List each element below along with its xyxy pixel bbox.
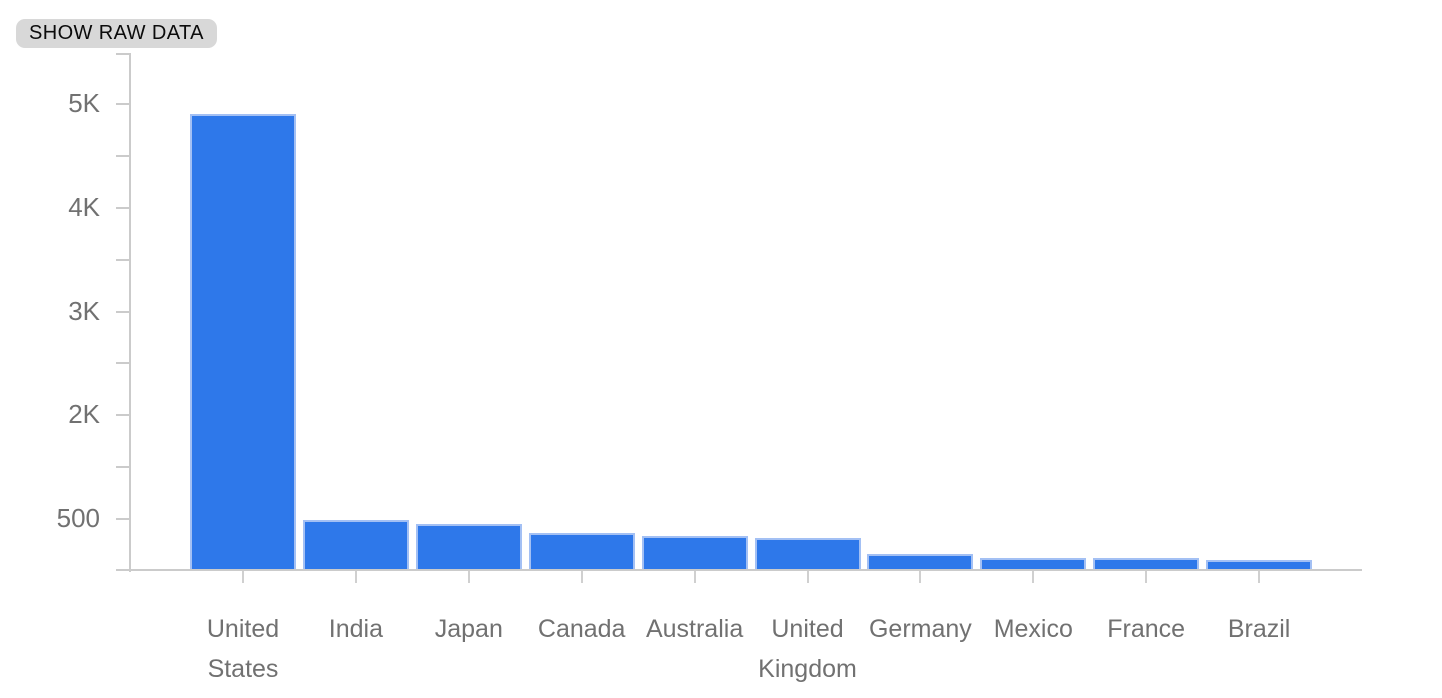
x-tick-label: Brazil (1227, 615, 1291, 643)
x-tick (806, 571, 809, 583)
x-tick-label: United States (206, 615, 280, 683)
bar[interactable] (302, 520, 409, 569)
x-tick-label: Germany (868, 615, 972, 643)
x-tick-label: India (328, 615, 383, 643)
y-tick-label: 4K (68, 191, 100, 222)
y-major-tick (116, 103, 130, 105)
x-tick-label: Canada (537, 615, 626, 643)
y-major-tick (116, 414, 130, 417)
x-tick (1145, 571, 1148, 583)
x-tick-label: France (1107, 615, 1186, 643)
x-axis-line (116, 569, 1362, 571)
y-axis-top-cap (116, 53, 131, 55)
y-minor-tick (116, 258, 130, 261)
y-tick-label: 2K (68, 399, 100, 430)
x-tick-label: Australia (645, 615, 744, 643)
y-minor-tick (116, 362, 130, 365)
y-major-tick (116, 206, 130, 209)
x-tick (354, 571, 357, 583)
bar[interactable] (867, 554, 974, 569)
y-tick-label: 3K (68, 295, 100, 326)
y-minor-tick (116, 466, 130, 469)
bar[interactable] (641, 536, 748, 569)
y-major-tick (116, 518, 130, 520)
bar[interactable] (528, 533, 635, 569)
y-minor-tick (116, 154, 130, 157)
y-tick-label: 500 (56, 502, 100, 533)
bar[interactable] (1206, 559, 1313, 569)
x-tick-label: United Kingdom (758, 615, 857, 683)
x-tick (919, 571, 922, 583)
x-tick-label: Mexico (993, 615, 1073, 643)
bar[interactable] (754, 538, 861, 569)
bar[interactable] (190, 114, 296, 569)
bar[interactable] (415, 524, 522, 569)
x-tick (242, 571, 244, 583)
x-tick (467, 571, 470, 583)
y-tick-label: 5K (68, 87, 100, 118)
y-axis-line (129, 53, 131, 572)
x-tick (1032, 571, 1035, 583)
y-major-tick (116, 310, 130, 313)
show-raw-data-button[interactable]: SHOW RAW DATA (16, 19, 217, 48)
bar[interactable] (980, 558, 1087, 569)
x-tick (693, 571, 696, 583)
x-tick (1258, 571, 1261, 583)
bar[interactable] (1093, 558, 1200, 569)
x-tick (580, 571, 583, 583)
x-tick-label: Japan (434, 615, 503, 643)
